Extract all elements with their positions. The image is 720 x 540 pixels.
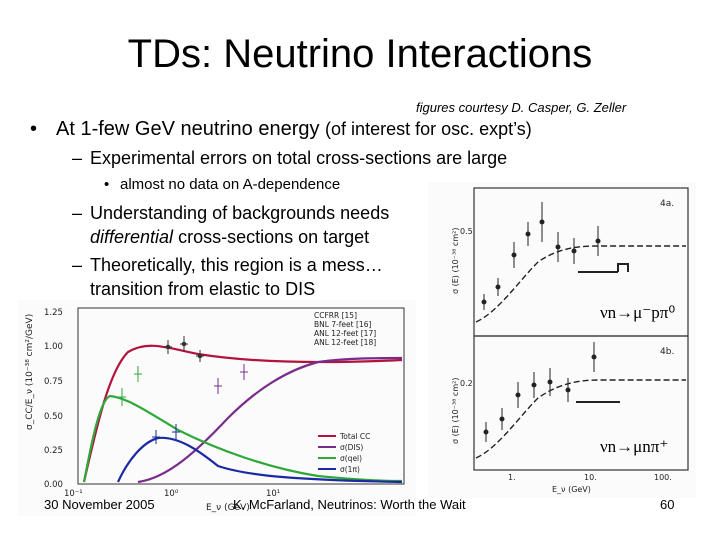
subsub-bullet-text: almost no data on A-dependence <box>120 176 341 193</box>
curve-qel <box>82 394 403 483</box>
legend-curve-3: σ(1π) <box>340 465 360 474</box>
legend-data-0: CCFRR [15] <box>314 311 357 320</box>
ytick-1: 0.25 <box>44 446 63 456</box>
bullet-main: • At 1-few GeV neutrino energy (of intere… <box>30 118 532 141</box>
legend-curve-2: σ(qel) <box>340 454 362 463</box>
ytick-5: 1.25 <box>44 308 63 318</box>
dash-icon: – <box>72 148 83 168</box>
footer-date: 30 November 2005 <box>44 497 155 512</box>
footer-center: K. McFarland, Neutrinos: Worth the Wait <box>233 497 466 512</box>
sub-bullet-theory: – Theoretically, this region is a mess… <box>72 255 383 276</box>
footer-page-number: 60 <box>660 497 675 512</box>
bullet-main-paren: (of interest for osc. expt’s) <box>325 119 532 139</box>
figure-credit: figures courtesy D. Casper, G. Zeller <box>416 100 627 115</box>
legend-data-2: ANL 12-feet [17] <box>314 329 376 338</box>
right-ylabel-bottom: σ (E) (10⁻³⁸ cm²) <box>451 378 460 444</box>
dash-icon: – <box>72 255 83 275</box>
curve-dis <box>137 356 403 484</box>
panel-bottom-frame <box>473 335 689 471</box>
small-bullet-dot-icon: • <box>104 176 110 193</box>
left-plot-xlabel: E_ν (GeV) <box>206 503 250 513</box>
plot-frame <box>77 307 405 485</box>
emphasis-differential: differential <box>90 227 174 247</box>
legend-curve-1: σ(DIS) <box>340 443 363 452</box>
bullet-dot-icon: • <box>30 118 38 140</box>
xtick-1: 10⁰ <box>164 489 179 499</box>
pion-production-plot: 4a. 4b. σ (E) (10⁻³⁸ cm²) σ (E) (10⁻³⁸ c… <box>428 182 696 498</box>
left-plot-ylabel: σ_CC/E_ν (10⁻³⁸ cm²/GeV) <box>25 314 35 430</box>
sub-bullet-backgrounds-cont-text: cross-sections on target <box>178 227 370 247</box>
bottom-panel-points <box>483 342 597 442</box>
panel-a-label: 4a. <box>660 199 674 209</box>
right-xtick-0: 1. <box>508 473 516 482</box>
sub-bullet-backgrounds-text: Understanding of backgrounds needs <box>90 203 390 223</box>
cross-section-plot: σ_CC/E_ν (10⁻³⁸ cm²/GeV) 0.00 0.25 0.50 … <box>18 300 416 516</box>
xtick-0: 10⁻¹ <box>64 489 83 499</box>
subsub-bullet: • almost no data on A-dependence <box>104 176 340 193</box>
sub-bullet-backgrounds-cont: differential cross-sections on target <box>90 227 369 248</box>
right-ylabel-top: σ (E) (10⁻³⁸ cm²) <box>451 228 460 294</box>
legend-data-3: ANL 12-feet [18] <box>314 338 376 347</box>
slide-title: TDs: Neutrino Interactions <box>127 32 593 76</box>
reaction-bottom-label: νn→μnπ⁺ <box>600 437 668 456</box>
legend-curve-0: Total CC <box>339 432 370 441</box>
sub-bullet-errors-text: Experimental errors on total cross-secti… <box>90 148 508 168</box>
bullet-main-text: At 1-few GeV neutrino energy <box>56 118 320 140</box>
reaction-top-label: νn→μ⁻pπ⁰ <box>600 303 675 322</box>
sub-bullet-backgrounds: – Understanding of backgrounds needs <box>72 203 389 224</box>
right-xlabel: E_ν (GeV) <box>552 485 591 494</box>
right-xtick-1: 10. <box>584 473 597 482</box>
sub-bullet-errors: – Experimental errors on total cross-sect… <box>72 148 507 169</box>
xtick-2: 10¹ <box>266 489 280 499</box>
right-tick-bottom: 0.2 <box>460 379 473 388</box>
top-panel-step <box>578 263 629 273</box>
left-data-points <box>118 336 248 444</box>
top-panel-curve <box>475 245 686 323</box>
right-tick-top: 0.5 <box>460 227 473 236</box>
ytick-2: 0.50 <box>44 412 63 422</box>
top-panel-points <box>481 202 601 310</box>
sub-bullet-theory-text: Theoretically, this region is a mess… <box>90 255 383 275</box>
ytick-3: 0.75 <box>44 377 63 387</box>
legend-data-1: BNL 7-feet [16] <box>314 320 371 329</box>
ytick-0: 0.00 <box>44 480 63 490</box>
curve-1pi <box>116 436 403 484</box>
ytick-4: 1.00 <box>44 342 63 352</box>
sub-bullet-theory-cont: transition from elastic to DIS <box>90 279 316 299</box>
right-xtick-2: 100. <box>654 473 672 482</box>
dash-icon: – <box>72 203 83 223</box>
panel-b-label: 4b. <box>660 347 674 357</box>
